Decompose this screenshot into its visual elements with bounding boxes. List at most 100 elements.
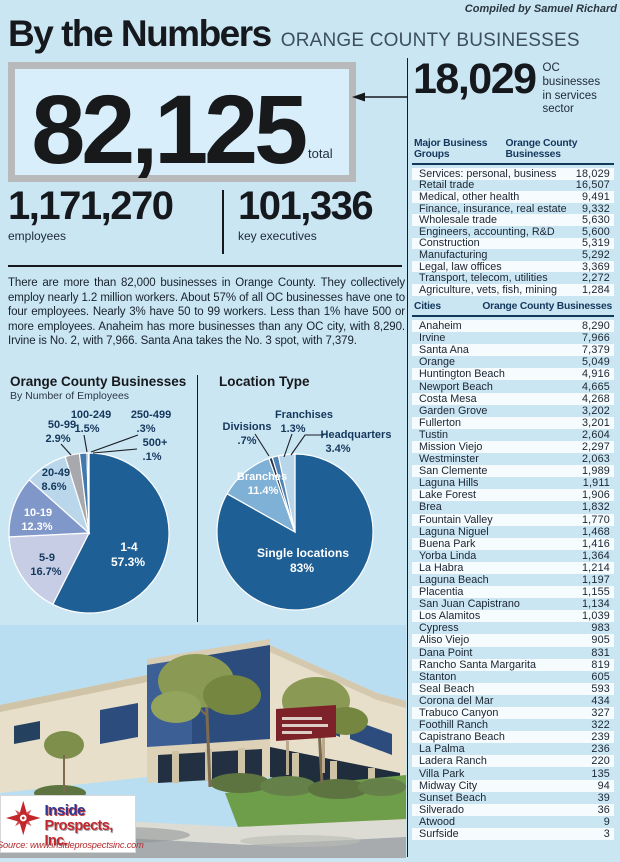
row-label: Santa Ana xyxy=(419,344,469,357)
executives-label: key executives xyxy=(238,229,317,243)
pie-slice-headquarters xyxy=(277,453,296,533)
table-row: Huntington Beach 4,916 xyxy=(412,368,614,381)
row-value: 1,989 xyxy=(581,465,610,478)
table-row: Garden Grove 3,202 xyxy=(412,405,614,417)
table-row: Laguna Beach 1,197 xyxy=(412,574,614,586)
table-row: Irvine 7,966 xyxy=(412,332,614,344)
table-row: Engineers, accounting, R&D 5,600 xyxy=(412,226,614,238)
cities-rows: Anaheim 8,290 Irvine 7,966 Santa Ana 7,379 Ora… xyxy=(412,320,614,841)
row-label: Irvine xyxy=(419,332,446,345)
table-row: San Clemente 1,989 xyxy=(412,465,614,478)
cities-header-left: Cities xyxy=(414,301,441,312)
row-label: Los Alamitos xyxy=(419,610,481,623)
table-row: Orange 5,049 xyxy=(412,356,614,368)
business-groups-rows: Services: personal, business 18,029 Retail… xyxy=(412,168,614,296)
table-row: Retail trade 16,507 xyxy=(412,179,614,191)
page-title: By the Numbers xyxy=(8,13,272,54)
row-value: 3,202 xyxy=(581,404,610,417)
table-row: Corona del Mar 434 xyxy=(412,695,614,707)
compass-logo-icon xyxy=(5,800,41,836)
row-label: Silverado xyxy=(419,803,465,816)
row-value: 4,268 xyxy=(581,392,610,405)
row-value: 1,284 xyxy=(581,283,610,296)
table-row: Trabuco Canyon 327 xyxy=(412,707,614,720)
pie-pct-100-249: 1.5% xyxy=(74,423,99,435)
row-value: 2,272 xyxy=(581,272,610,285)
row-value: 3 xyxy=(603,827,610,840)
business-groups-header-right: Orange County Businesses xyxy=(505,138,578,160)
row-value: 7,379 xyxy=(581,344,610,357)
row-value: 1,906 xyxy=(581,489,610,502)
row-label: Yorba Linda xyxy=(419,549,477,562)
row-label: Laguna Beach xyxy=(419,574,489,587)
location-type-pie-chart: Divisions .7% Franchises 1.3% Headquarte… xyxy=(216,409,391,611)
row-value: 1,911 xyxy=(582,477,610,490)
row-value: 1,364 xyxy=(581,549,610,562)
table-row: Stanton 605 xyxy=(412,671,614,683)
row-label: Surfside xyxy=(419,827,459,840)
table-row: Fountain Valley 1,770 xyxy=(412,513,614,526)
row-value: 1,214 xyxy=(581,561,610,574)
table-row: Santa Ana 7,379 xyxy=(412,344,614,357)
table-row: Los Alamitos 1,039 xyxy=(412,610,614,623)
table-row: Seal Beach 593 xyxy=(412,682,614,695)
row-label: Newport Beach xyxy=(419,380,493,393)
row-label: Sunset Beach xyxy=(419,791,487,804)
row-label: Atwood xyxy=(419,815,456,828)
table-row: Laguna Hills 1,911 xyxy=(412,477,614,489)
table-row: Manufacturing 5,292 xyxy=(412,249,614,261)
business-groups-header: Major Business Groups Orange County Busi… xyxy=(412,138,614,165)
pie-label-branches: Branches xyxy=(237,471,287,483)
row-value: 593 xyxy=(591,682,610,695)
row-label: San Juan Capistrano xyxy=(419,598,520,611)
services-label: OC businesses in services sector xyxy=(542,62,601,116)
row-label: Cypress xyxy=(419,622,459,635)
row-value: 1,770 xyxy=(581,513,610,526)
horizontal-rule xyxy=(8,265,402,267)
table-row: Capistrano Beach 239 xyxy=(412,731,614,744)
row-label: Seal Beach xyxy=(419,682,475,695)
row-value: 2,297 xyxy=(581,440,610,453)
row-label: Stanton xyxy=(419,670,457,683)
table-row: Villa Park 135 xyxy=(412,767,614,780)
row-value: 831 xyxy=(591,646,610,659)
pie-pct-5-9: 16.7% xyxy=(30,566,61,578)
row-value: 39 xyxy=(597,791,610,804)
employees-label: employees xyxy=(8,229,67,243)
row-value: 9 xyxy=(603,815,610,828)
row-value: 605 xyxy=(591,670,610,683)
row-label: Transport, telecom, utilities xyxy=(419,272,548,285)
row-label: Mission Viejo xyxy=(419,440,483,453)
row-value: 1,155 xyxy=(581,586,610,599)
services-stat: 18,029 OC businesses in services sector xyxy=(413,57,615,117)
row-value: 36 xyxy=(597,803,610,816)
pie-label-20-49: 20-49 xyxy=(42,467,70,479)
pie-pct-branches: 11.4% xyxy=(248,485,279,497)
pie-label-franchises: Franchises xyxy=(275,409,333,421)
table-row: Fullerton 3,201 xyxy=(412,416,614,429)
chart-divider xyxy=(197,375,199,622)
row-value: 1,468 xyxy=(581,525,610,538)
row-label: Westminster xyxy=(419,453,479,466)
row-value: 4,916 xyxy=(581,368,610,381)
pie-pct-250-499: .3% xyxy=(137,423,156,435)
row-label: Tustin xyxy=(419,428,449,441)
pie-pct-franchises: 1.3% xyxy=(280,423,305,435)
row-value: 905 xyxy=(591,634,610,647)
total-businesses-box: 82,125 total xyxy=(8,62,356,182)
table-row: Transport, telecom, utilities 2,272 xyxy=(412,272,614,284)
row-label: Medical, other health xyxy=(419,190,520,203)
pie-slices-left xyxy=(8,452,170,614)
pie-slice-5-9 xyxy=(8,532,91,606)
table-row: Aliso Viejo 905 xyxy=(412,634,614,647)
table-row: Tustin 2,604 xyxy=(412,429,614,441)
row-label: Laguna Hills xyxy=(419,477,479,490)
table-row: Legal, law offices 3,369 xyxy=(412,261,614,273)
row-label: Corona del Mar xyxy=(419,694,494,707)
row-value: 322 xyxy=(591,719,610,732)
table-row: Surfside 3 xyxy=(412,827,614,841)
stat-divider xyxy=(222,190,224,254)
table-row: Finance, insurance, real estate 9,332 xyxy=(412,203,614,215)
table-row: Yorba Linda 1,364 xyxy=(412,550,614,562)
row-label: Brea xyxy=(419,501,442,514)
